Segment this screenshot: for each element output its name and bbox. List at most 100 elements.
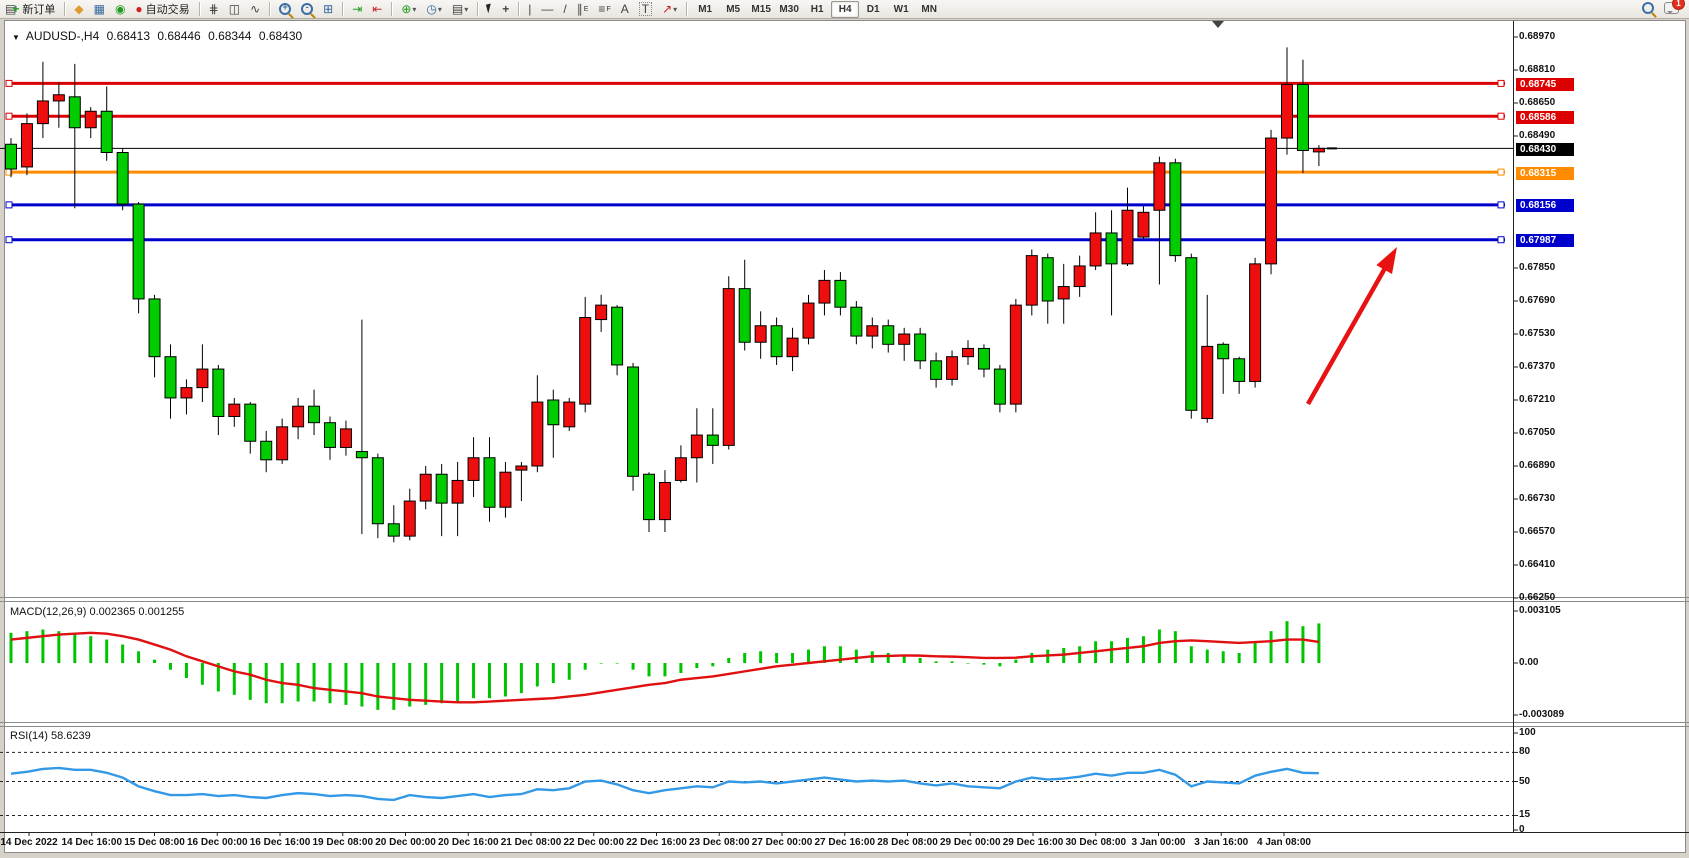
price-tick-label: 0.67530 [1519,328,1556,339]
price-line-badge: 0.68430 [1516,142,1574,156]
timeframe-m1[interactable]: M1 [698,3,713,15]
timeframe-w1[interactable]: W1 [893,3,909,15]
symbol-period-label: AUDUSD-,H4 [25,29,100,43]
time-tick-label: 27 Dec 16:00 [814,837,876,848]
new-order-button[interactable]: ▤ + 新订单 [1,0,59,18]
vertical-line-icon: | [528,2,532,16]
notifications-button[interactable]: 1 [1664,0,1685,17]
price-tick-label: 0.66890 [1519,460,1556,471]
horizontal-line-tool[interactable]: — [537,0,557,18]
price-line-badge: 0.68745 [1516,77,1574,91]
rsi-splitter[interactable] [0,722,1689,723]
notification-badge: 1 [1672,0,1685,10]
timeframe-m30[interactable]: M30 [779,3,799,15]
separator [391,2,393,16]
auto-scroll-button[interactable]: ⇥ [348,0,366,18]
time-tick-label: 27 Dec 00:00 [751,837,813,848]
timeframe-h4[interactable]: H4 [831,0,860,18]
text-label-tool[interactable]: T [635,0,656,18]
auto-trading-icon: ● [135,2,143,16]
time-tick-label: 29 Dec 00:00 [939,837,1001,848]
periods-button[interactable]: ◷ ▾ [422,0,446,18]
horizontal-line-icon: — [541,2,554,16]
price-tick-label: 0.67050 [1519,427,1556,438]
trendline-icon: / [563,2,567,16]
clock-icon: ◷ [426,2,437,16]
time-axis-border [0,832,1689,833]
channel-tool[interactable]: ∥ E [573,0,593,18]
macd-values: 0.002365 0.001255 [89,606,185,618]
close-value: 0.68430 [258,29,303,43]
bar-chart-icon: ⋕ [208,2,219,16]
time-tick-label: 29 Dec 16:00 [1002,837,1064,848]
time-tick-label: 3 Jan 16:00 [1194,837,1249,848]
rsi-splitter-line [0,726,1689,727]
plus-icon: + [12,2,20,16]
data-window-button[interactable]: ▦ [90,0,109,18]
timeframe-d1[interactable]: D1 [866,3,880,15]
fibonacci-tool[interactable]: ≡ F [594,0,614,18]
channel-sub-label: E [583,5,589,13]
fibonacci-sub-label: F [606,5,611,13]
price-tick-label: 0.68490 [1519,130,1556,141]
data-window-icon: ▦ [93,2,105,16]
price-line-badge: 0.68156 [1516,199,1574,213]
search-button[interactable] [1642,1,1654,17]
chart-header: ▼ AUDUSD-,H4 0.68413 0.68446 0.68344 0.68… [12,29,306,43]
zoom-out-button[interactable]: - [297,0,317,18]
price-tick-label: 0.68650 [1519,97,1556,108]
market-watch-icon: ◆ [74,2,84,16]
chart-menu-arrow-icon[interactable]: ▼ [12,33,20,42]
price-tick-label: 0.68970 [1519,31,1556,42]
market-watch-button[interactable]: ◆ [70,0,87,18]
price-tick-label: 0.68810 [1519,64,1556,75]
price-tick-label: 0.67850 [1519,262,1556,273]
timeframe-m15[interactable]: M15 [751,3,771,15]
line-chart-button[interactable]: ∿ [246,0,264,18]
price-axis-border [1513,21,1514,833]
trendline-tool[interactable]: / [559,0,570,18]
macd-splitter[interactable] [0,597,1689,598]
arrows-tool[interactable]: ↗ ▾ [658,0,681,18]
rsi-axis-label: 15 [1519,809,1531,821]
navigator-button[interactable]: ◉ [111,0,129,18]
templates-button[interactable]: ▤ ▾ [448,0,472,18]
chart-background [4,20,1686,853]
crosshair-icon: + [502,2,510,16]
chevron-down-icon: ▾ [412,4,417,14]
line-chart-icon: ∿ [250,2,261,16]
text-tool[interactable]: A [617,0,633,18]
bar-chart-button[interactable]: ⋕ [205,0,223,18]
cursor-tool-button[interactable] [483,0,496,18]
cursor-icon [486,3,494,13]
vertical-line-tool[interactable]: | [524,0,535,18]
timeframe-mn[interactable]: MN [921,3,937,15]
auto-trading-label: 自动交易 [145,4,190,16]
chart-shift-icon: ⇤ [372,2,383,16]
timeframe-m5[interactable]: M5 [726,3,741,15]
tile-windows-icon: ⊞ [323,2,334,16]
time-tick-label: 20 Dec 00:00 [375,837,436,848]
auto-trading-button[interactable]: ● 自动交易 [131,0,193,18]
zoom-in-button[interactable]: + [275,0,295,18]
arrow-shapes-icon: ↗ [662,2,673,16]
rsi-axis-label: 50 [1519,775,1531,787]
rsi-axis-label: 80 [1519,746,1531,758]
chevron-down-icon: ▾ [464,4,469,14]
timeframe-h1[interactable]: H1 [810,3,824,15]
time-tick-label: 16 Dec 16:00 [249,837,311,848]
indicators-button[interactable]: ⊕ ▾ [397,0,420,18]
rsi-axis-label: 100 [1519,727,1536,738]
separator [342,2,344,16]
separator [477,2,479,16]
rsi-axis-label: 0 [1519,824,1525,835]
price-line-badge: 0.68586 [1516,110,1574,124]
candlestick-chart-button[interactable]: ◫ [225,0,244,18]
tile-windows-button[interactable]: ⊞ [319,0,337,18]
chart-shift-button[interactable]: ⇤ [368,0,386,18]
crosshair-tool-button[interactable]: + [498,0,513,18]
price-tick-label: 0.67690 [1519,295,1556,306]
price-tick-label: 0.66570 [1519,526,1556,537]
macd-axis-label: -0.003089 [1519,709,1565,720]
macd-header: MACD(12,26,9) 0.002365 0.001255 [10,606,184,618]
